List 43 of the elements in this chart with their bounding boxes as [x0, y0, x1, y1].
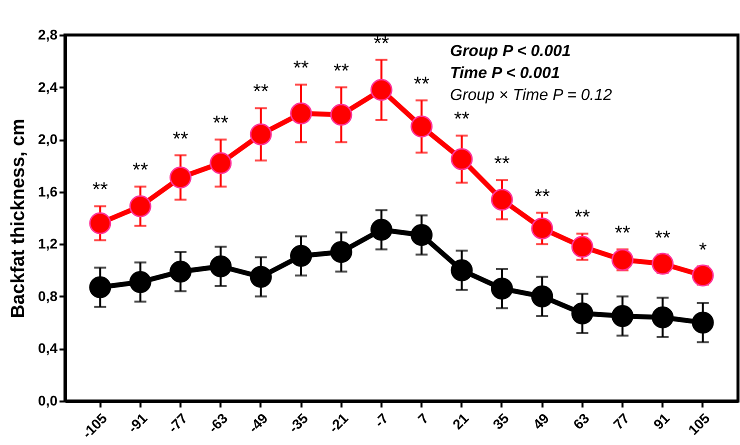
- annotation: **: [534, 186, 550, 208]
- annotation: **: [414, 73, 430, 96]
- y-tick-label: 2,4: [38, 78, 58, 95]
- x-tick-label: -49: [245, 410, 271, 436]
- x-tick-label: 7: [414, 410, 432, 427]
- annotation: **: [212, 112, 229, 135]
- y-tick-label: 2,0: [38, 131, 58, 148]
- annotation: Group P < 0.001: [450, 43, 571, 60]
- annotation: *: [698, 239, 707, 262]
- annotation: **: [333, 60, 350, 82]
- y-axis-title: Backfat thickness, cm: [8, 118, 30, 318]
- x-tick-label: 35: [490, 410, 512, 432]
- annotation: **: [293, 58, 310, 80]
- annotation: **: [454, 108, 470, 131]
- y-tick-label: 0,0: [38, 392, 58, 408]
- annotation: **: [92, 179, 108, 202]
- x-tick-label: -91: [124, 410, 150, 436]
- annotation: **: [172, 128, 189, 150]
- x-tick-label: 21: [449, 410, 472, 432]
- x-tick-label: -63: [204, 410, 231, 436]
- annotation: **: [574, 206, 590, 229]
- x-tick-label: -77: [164, 410, 191, 436]
- x-tick-label: -21: [326, 410, 352, 436]
- annotation: **: [374, 32, 390, 55]
- x-tick-label: 77: [610, 410, 633, 432]
- annotation: Group × Time P = 0.12: [450, 87, 612, 104]
- y-tick-label: 2,8: [38, 26, 58, 42]
- x-tick-label: -35: [285, 410, 312, 436]
- x-tick-label: 91: [650, 410, 673, 432]
- annotation: **: [614, 222, 630, 244]
- annotation: Time P < 0.001: [450, 65, 560, 82]
- x-tick-label: 105: [684, 410, 713, 438]
- annotation: **: [494, 153, 510, 176]
- annotation: **: [253, 81, 269, 104]
- y-tick-label: 1,2: [38, 236, 58, 252]
- y-tick-label: 0,8: [38, 288, 58, 304]
- y-tick-label: 1,6: [38, 183, 58, 200]
- x-tick-label: 49: [530, 410, 552, 432]
- annotation: **: [654, 228, 671, 250]
- x-tick-label: -7: [371, 410, 392, 430]
- x-tick-label: 63: [570, 410, 592, 432]
- annotation: **: [132, 160, 148, 182]
- y-tick-label: 0,4: [38, 340, 58, 356]
